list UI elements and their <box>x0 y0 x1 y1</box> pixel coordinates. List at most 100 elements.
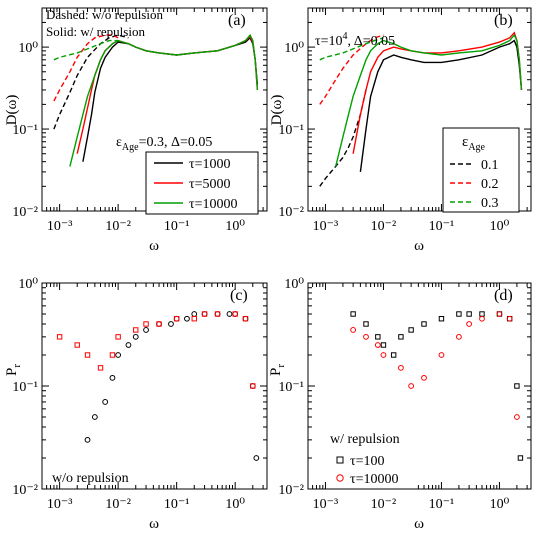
x-tick-label: 10⁻² <box>105 219 131 234</box>
y-axis-label: D(ω) <box>4 95 20 126</box>
scatter-point <box>466 311 472 317</box>
series-line <box>319 37 384 61</box>
y-tick-label: 10⁰ <box>18 277 38 292</box>
scatter-point <box>375 334 381 340</box>
y-tick-label: 10⁰ <box>18 41 38 56</box>
scatter-point <box>109 374 116 381</box>
series-group <box>319 31 523 187</box>
scatter-point <box>133 327 139 333</box>
legend-label: τ=100 <box>350 454 385 469</box>
panel-label: (a) <box>228 12 246 29</box>
series-group <box>53 33 259 167</box>
scatter-point <box>421 321 427 327</box>
annotation-dashed: Dashed: w/o repulsion <box>46 7 163 22</box>
scatter-point <box>56 334 63 340</box>
legend-label: τ=10000 <box>350 472 399 487</box>
y-tick-label: 10⁻² <box>278 205 304 220</box>
scatter-point <box>374 342 381 348</box>
panel-d: 10⁻³ 10⁻² 10⁻¹ 10⁰ 10⁻² 10⁻¹ 10⁰ (d) w/ repuls… <box>268 277 532 532</box>
scatter-point <box>242 315 249 322</box>
scatter-point <box>201 311 208 317</box>
panel-label: (c) <box>230 287 248 304</box>
scatter-point <box>191 316 197 322</box>
scatter-point <box>350 311 356 317</box>
annotation-solid: Solid: w/ repulsion <box>46 24 145 39</box>
x-tick-label: 10⁰ <box>225 219 245 234</box>
series-line <box>319 34 384 105</box>
panel-label: (d) <box>494 287 513 304</box>
scatter-point <box>514 414 520 420</box>
legend-label: 0.1 <box>481 158 499 173</box>
scatter-point <box>438 352 445 358</box>
scatter-point <box>232 311 239 317</box>
panel-a: 10⁻³ 10⁻² 10⁻¹ 10⁰ 10⁻² 10⁻¹ 10⁰ (a) Dashed: w… <box>4 7 268 254</box>
x-axis-label: ω <box>149 238 159 254</box>
x-tick-label: 10⁻¹ <box>164 497 190 512</box>
y-tick-label: 10⁻² <box>12 483 38 498</box>
panel-label: (b) <box>494 12 513 29</box>
series-line <box>319 89 367 187</box>
scatter-point <box>242 316 249 322</box>
legend-marker <box>336 456 344 464</box>
scatter-point <box>191 311 198 317</box>
scatter-point <box>421 374 427 381</box>
x-tick-label: 10⁰ <box>490 497 510 512</box>
annotation-params: τ=104, Δ=0.05 <box>315 31 395 49</box>
scatter-point <box>173 316 180 322</box>
axis-ticks: 10⁻³ 10⁻² 10⁻¹ 10⁰ 10⁻² 10⁻¹ 10⁰ <box>278 8 531 234</box>
scatter-point <box>97 365 104 371</box>
scatter-point <box>156 321 162 327</box>
x-tick-label: 10⁻¹ <box>429 497 455 512</box>
scatter-point <box>363 321 369 327</box>
scatter-point <box>350 327 357 333</box>
x-axis-label: ω <box>414 516 424 532</box>
x-tick-label: 10⁻³ <box>313 497 339 512</box>
x-tick-label: 10⁻² <box>371 497 397 512</box>
scatter-point <box>390 352 397 358</box>
annotation-params: εAge=0.3, Δ=0.05 <box>116 135 212 153</box>
scatter-point <box>506 315 513 322</box>
scatter-point <box>201 311 208 317</box>
scatter-point <box>143 327 149 333</box>
scatter-point <box>74 342 80 348</box>
y-tick-label: 10⁻¹ <box>12 123 38 138</box>
scatter-point <box>84 436 91 443</box>
y-tick-label: 10⁻¹ <box>12 380 38 395</box>
y-tick-label: 10⁻² <box>12 205 38 220</box>
y-tick-label: 10⁰ <box>284 41 304 56</box>
scatter-point <box>398 334 404 340</box>
scatter-point <box>84 352 91 358</box>
legend: εAge 0.1 0.2 0.3 <box>442 127 520 213</box>
scatter-point <box>398 364 404 371</box>
scatter-point <box>143 321 149 327</box>
scatter-point <box>168 321 174 327</box>
x-tick-label: 10⁰ <box>490 219 510 234</box>
legend-box <box>442 127 520 213</box>
x-axis-label: ω <box>149 516 159 532</box>
x-tick-label: 10⁻¹ <box>429 219 455 234</box>
x-tick-label: 10⁻³ <box>47 219 73 234</box>
legend-label: 0.2 <box>481 177 499 192</box>
series-line <box>359 39 523 172</box>
legend: τ=1000 τ=5000 τ=10000 <box>145 151 259 215</box>
series-group <box>56 311 260 461</box>
scatter-point <box>184 315 190 322</box>
scatter-point <box>363 333 369 340</box>
scatter-point <box>214 311 221 317</box>
legend-label: 0.3 <box>481 196 499 211</box>
scatter-point <box>125 342 132 348</box>
scatter-point <box>380 342 387 348</box>
scatter-point <box>115 334 121 340</box>
scatter-point <box>226 311 233 317</box>
legend-label: τ=5000 <box>189 177 231 192</box>
scatter-point <box>438 316 445 322</box>
legend-label: τ=10000 <box>189 197 238 212</box>
scatter-point <box>380 352 387 358</box>
y-tick-label: 10⁻² <box>278 483 304 498</box>
scatter-point <box>115 352 122 358</box>
series-group <box>350 311 524 461</box>
legend-marker <box>336 474 344 482</box>
y-axis-label: Pr <box>4 364 23 376</box>
panel-b: 10⁻³ 10⁻² 10⁻¹ 10⁰ 10⁻² 10⁻¹ 10⁰ (b) τ=104, Δ=… <box>269 7 532 254</box>
